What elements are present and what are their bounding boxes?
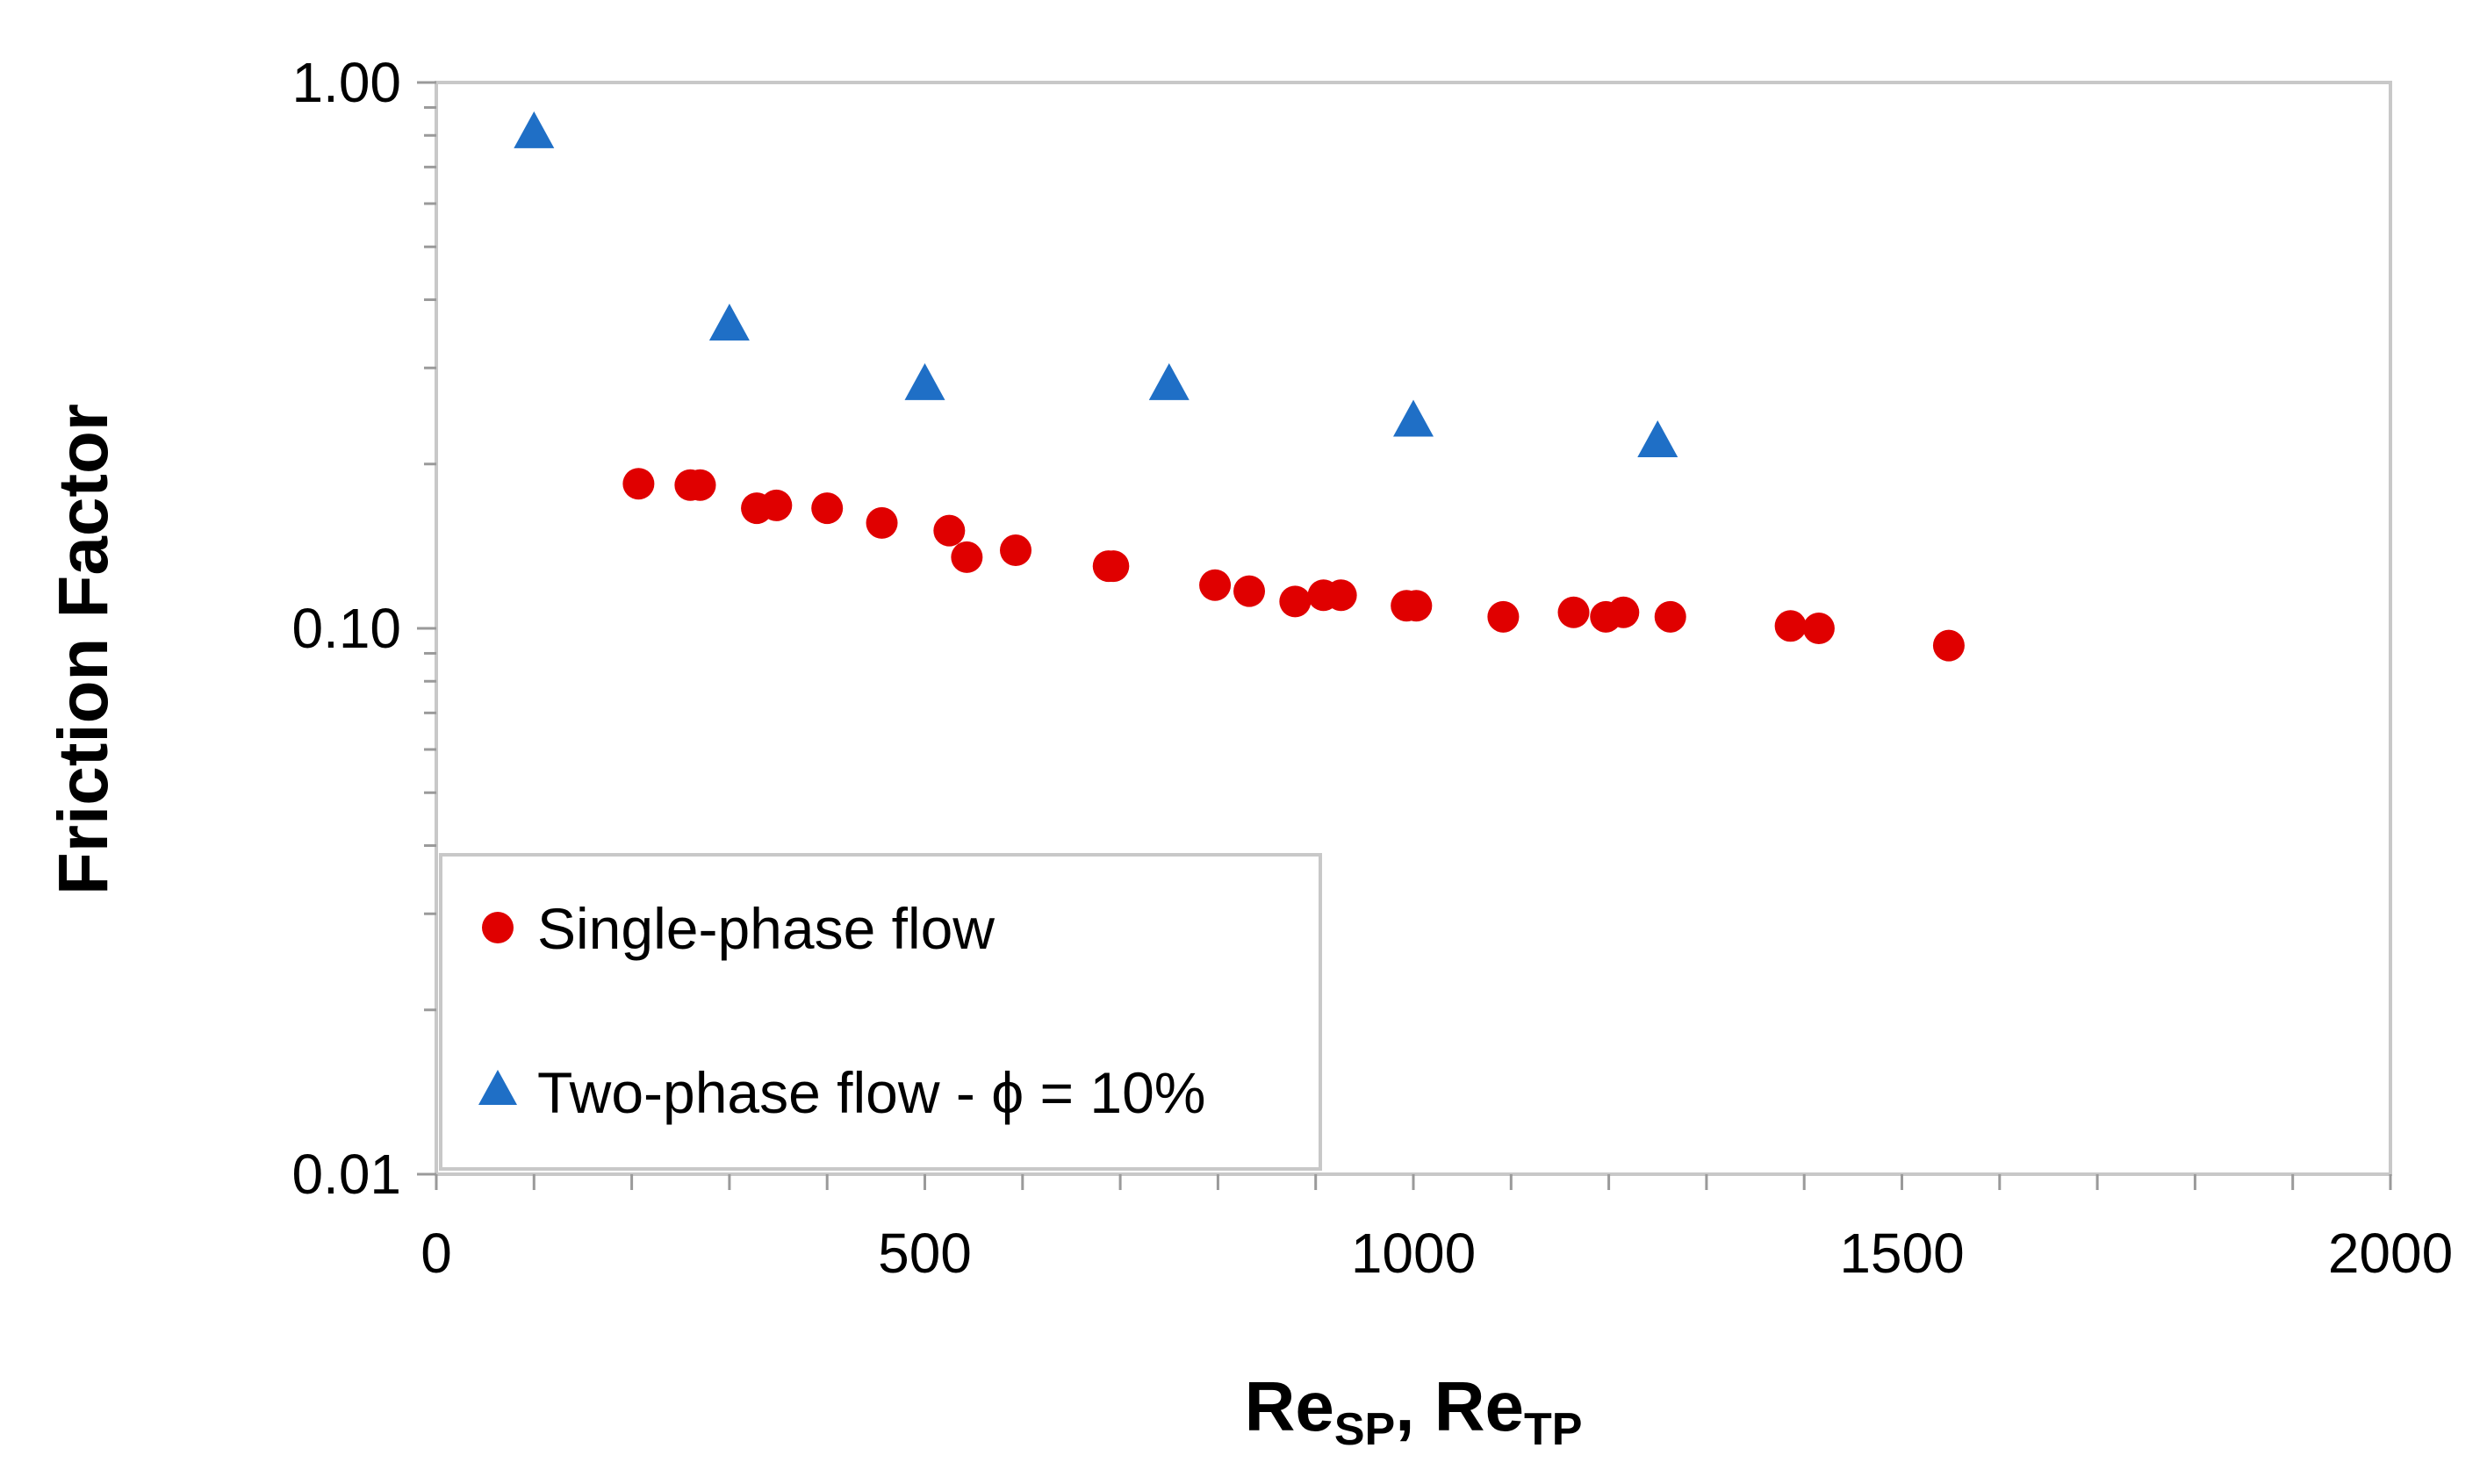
legend-box xyxy=(439,853,1322,1171)
legend-marker-single-phase xyxy=(482,912,514,943)
y-tick-label: 1.00 xyxy=(291,51,401,114)
single-phase-point xyxy=(1557,596,1590,628)
x-axis-title-sub-sp: SP xyxy=(1334,1404,1395,1455)
single-phase-point xyxy=(684,469,716,501)
x-tick-label: 0 xyxy=(420,1222,452,1285)
single-phase-point xyxy=(1000,534,1032,567)
x-axis-title-re-tp: Re xyxy=(1434,1367,1524,1445)
two-phase-point xyxy=(1393,399,1434,437)
x-axis-title: ReSP, ReTP xyxy=(1245,1367,1583,1455)
two-phase-point xyxy=(514,111,555,148)
single-phase-point xyxy=(951,541,983,573)
two-phase-point xyxy=(1637,420,1678,458)
single-phase-point xyxy=(1097,550,1130,583)
single-phase-point xyxy=(1279,585,1312,618)
single-phase-point xyxy=(1774,610,1807,642)
single-phase-point xyxy=(1233,575,1266,607)
x-axis-title-re-sp: Re xyxy=(1245,1367,1334,1445)
y-tick-label: 0.01 xyxy=(291,1143,401,1206)
x-axis-title-sub-tp: TP xyxy=(1524,1404,1582,1455)
two-phase-point xyxy=(1148,362,1190,400)
single-phase-point xyxy=(1802,613,1835,644)
x-tick-label: 500 xyxy=(878,1222,972,1285)
single-phase-point xyxy=(1400,590,1433,622)
y-axis-title: Friction Factor xyxy=(44,404,122,895)
single-phase-point xyxy=(1325,579,1357,612)
single-phase-point xyxy=(1654,600,1686,633)
legend: Single-phase flow Two-phase flow - ϕ = 1… xyxy=(439,853,1322,1171)
two-phase-point xyxy=(904,362,945,400)
single-phase-point xyxy=(1932,629,1965,662)
x-tick-label: 1500 xyxy=(1839,1222,1964,1285)
x-axis-title-sep: , xyxy=(1395,1367,1434,1445)
y-tick-label: 0.10 xyxy=(291,597,401,660)
legend-marker-two-phase xyxy=(478,1070,517,1105)
single-phase-point xyxy=(1607,596,1640,628)
x-tick-label: 1000 xyxy=(1351,1222,1476,1285)
single-phase-point xyxy=(1199,569,1232,601)
axis-layer: 0.01 0.10 1.00 0 500 1000 1500 2000 xyxy=(291,51,2453,1285)
legend-label-single-phase: Single-phase flow xyxy=(537,896,995,961)
x-tick-label: 2000 xyxy=(2328,1222,2453,1285)
single-phase-point xyxy=(811,492,844,525)
marks-layer xyxy=(514,111,1965,662)
two-phase-point xyxy=(708,303,750,341)
single-phase-point xyxy=(933,514,966,547)
legend-label-two-phase: Two-phase flow - ϕ = 10% xyxy=(537,1060,1205,1125)
single-phase-point xyxy=(622,468,655,500)
single-phase-point xyxy=(1487,600,1520,633)
single-phase-point xyxy=(760,489,793,521)
single-phase-point xyxy=(866,506,898,539)
